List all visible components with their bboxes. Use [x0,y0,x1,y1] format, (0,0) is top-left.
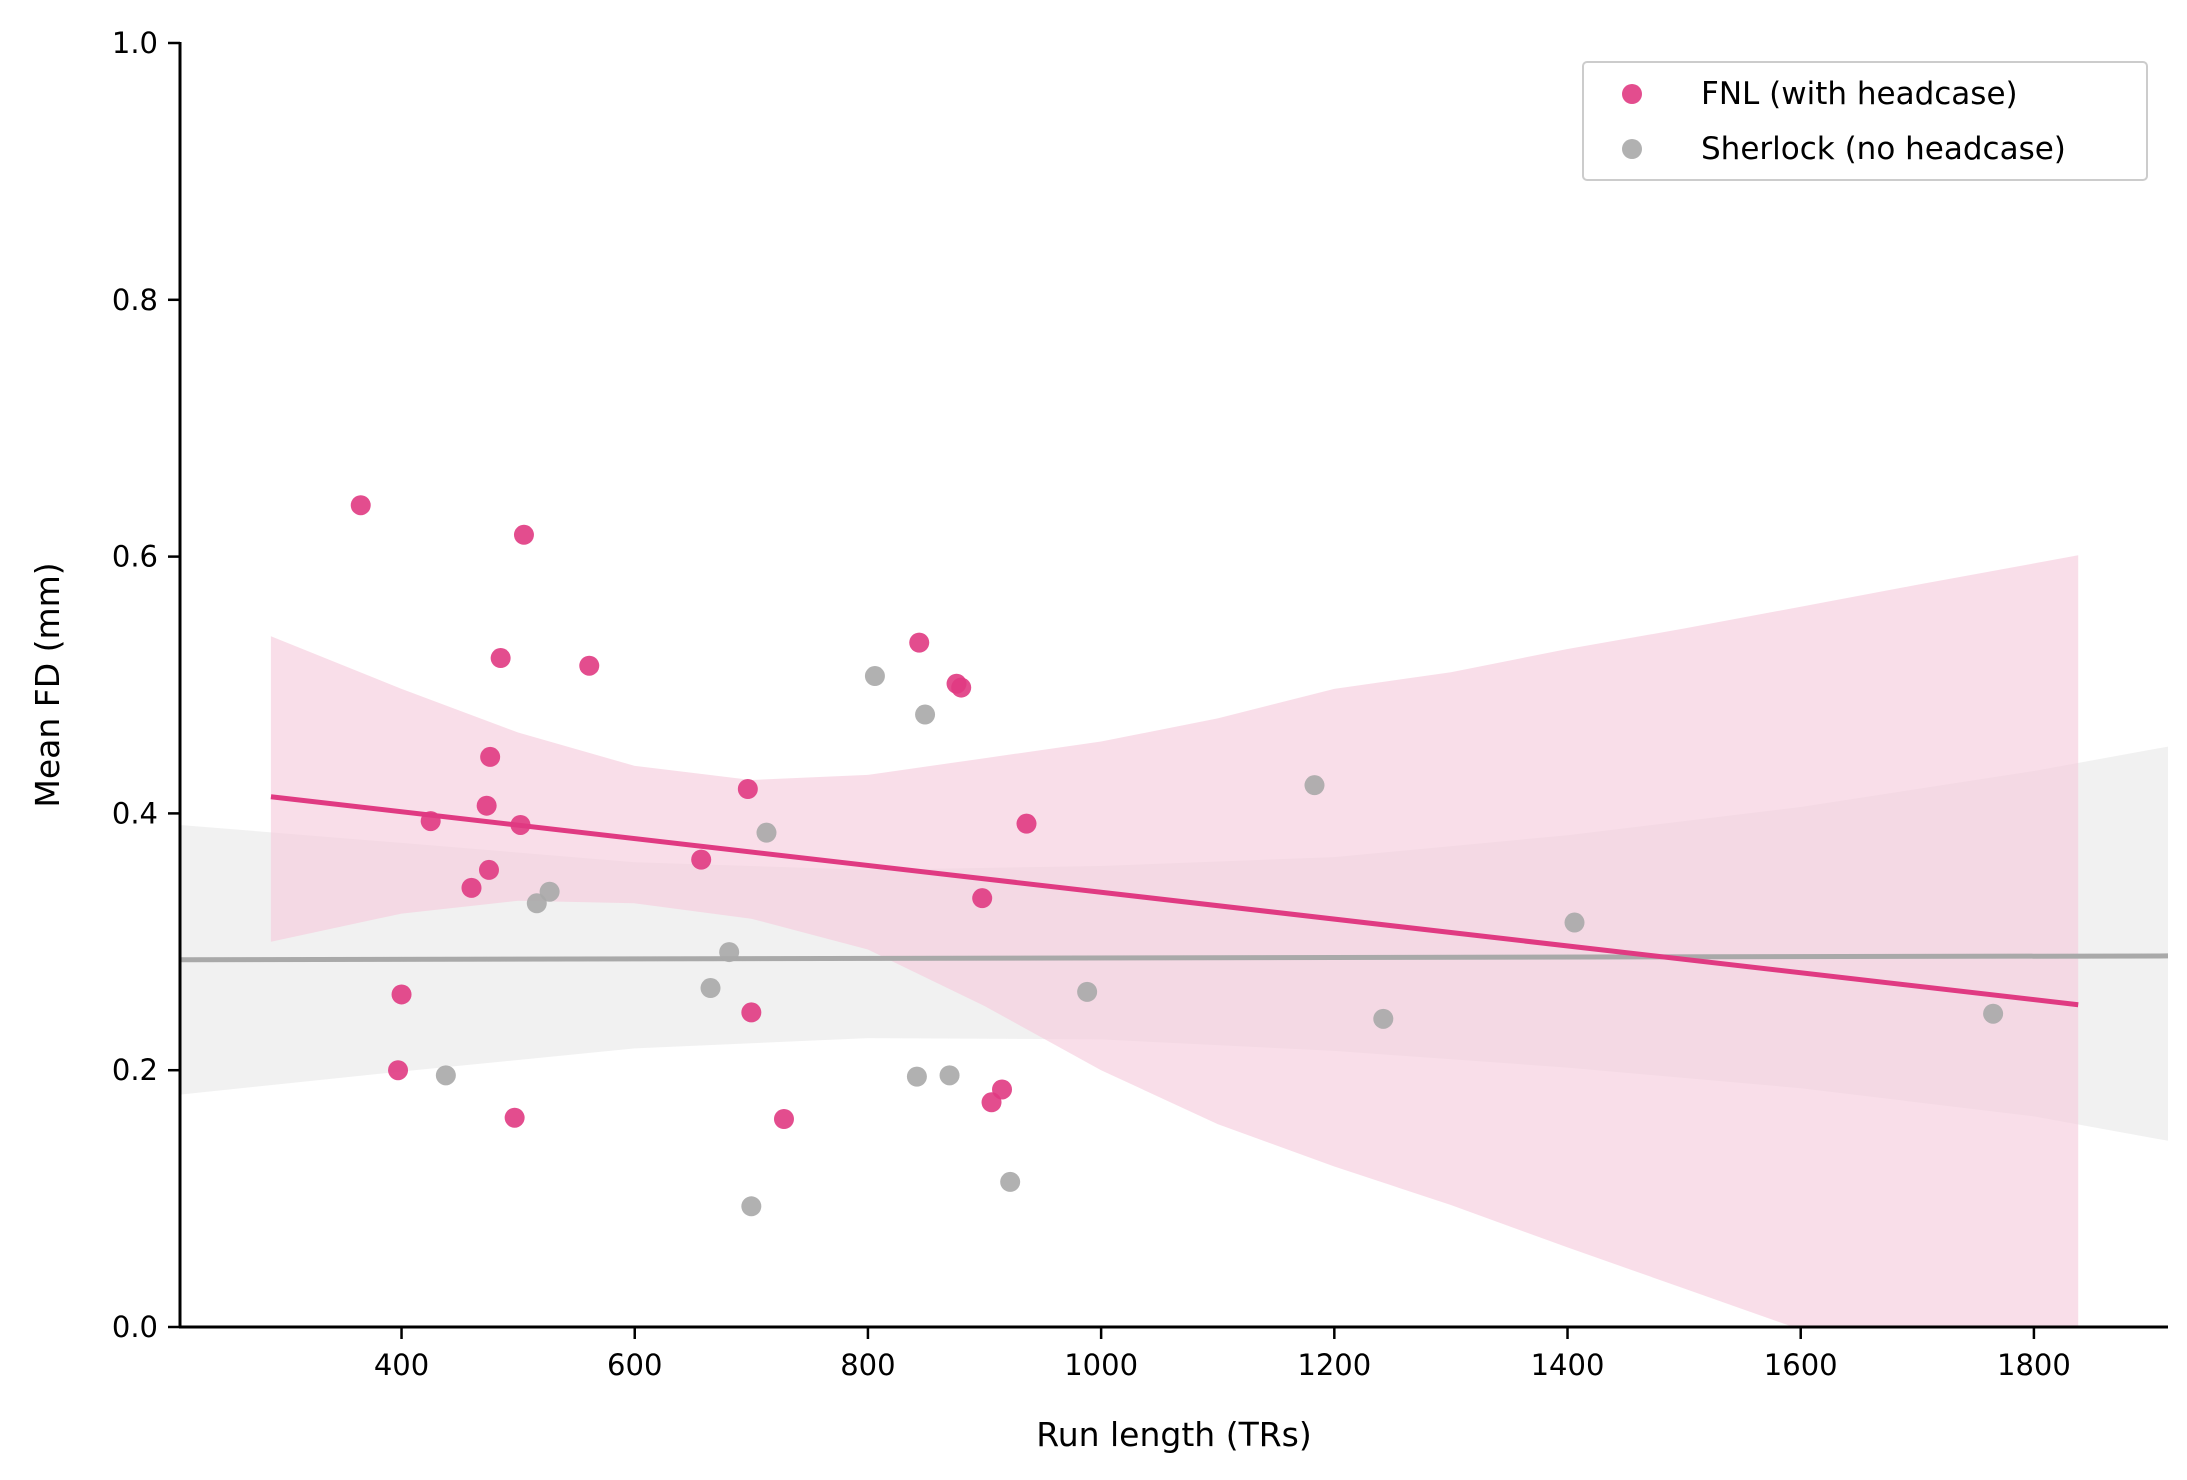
fnl-confidence-band [270,555,2079,1327]
fnl-data-point [391,984,412,1005]
fnl-data-point [480,746,501,767]
fnl-data-point [579,655,600,676]
sherlock-data-point [915,704,936,725]
x-tick-label: 1000 [1064,1348,1138,1382]
x-tick-label: 1400 [1531,1348,1605,1382]
y-tick-label: 0.4 [112,796,158,830]
fnl-data-point [992,1079,1013,1100]
sherlock-data-point [719,942,740,963]
fnl-data-point [1016,813,1037,834]
legend-marker [1622,84,1642,104]
y-tick-label: 0.6 [112,540,158,574]
fnl-data-point [504,1107,525,1128]
legend: FNL (with headcase) Sherlock (no headcase… [1582,61,2148,181]
fnl-data-point [737,779,758,800]
sherlock-data-point [1000,1171,1021,1192]
sherlock-data-point [1373,1008,1394,1029]
sherlock-data-point [435,1065,456,1086]
confidence-bands [180,555,2168,1327]
x-tick-label: 400 [374,1348,429,1382]
fnl-data-point [972,888,993,909]
y-tick-label: 0.0 [112,1310,158,1344]
sherlock-data-point [864,666,885,687]
sherlock-data-point [700,978,721,999]
fnl-data-point [478,859,499,880]
x-tick-label: 1200 [1297,1348,1371,1382]
sherlock-data-point [526,893,547,914]
legend-label: FNL (with headcase) [1701,76,2018,112]
x-axis-ticks: 400 600 800 1000 1200 1400 1600 1800 [374,1327,2071,1382]
sherlock-regression-line [180,953,2168,963]
y-tick-label: 1.0 [112,26,158,60]
sherlock-data-point [1983,1003,2004,1024]
y-axis-label: Mean FD (mm) [28,562,67,807]
sherlock-data-point [741,1196,762,1217]
fnl-data-point [909,632,930,653]
sherlock-data-point [939,1065,960,1086]
sherlock-data-point [1564,912,1585,933]
axes [178,42,2168,1329]
scatter-points [350,495,2004,1217]
x-tick-label: 1600 [1764,1348,1838,1382]
fnl-regression-line [270,794,2079,1008]
fnl-data-point [461,877,482,898]
x-axis-label: Run length (TRs) [1036,1415,1311,1454]
x-tick-label: 800 [840,1348,895,1382]
sherlock-data-point [1304,775,1325,796]
fnl-data-point [388,1060,409,1081]
fnl-data-point [951,677,972,698]
fnl-data-point [691,849,712,870]
fnl-data-point [741,1002,762,1023]
sherlock-data-point [539,881,560,902]
fnl-data-point [350,495,371,516]
fnl-data-point [773,1108,794,1129]
fnl-data-point [420,811,441,832]
fnl-data-point [510,814,531,835]
legend-box [1582,61,2148,181]
fnl-data-point [476,795,497,816]
y-axis-ticks: 0.0 0.2 0.4 0.6 0.8 1.0 [112,26,180,1344]
legend-marker [1622,139,1642,159]
x-tick-label: 600 [607,1348,662,1382]
sherlock-data-point [1077,981,1098,1002]
sherlock-data-point [906,1066,927,1087]
y-tick-label: 0.8 [112,283,158,317]
regression-lines [180,794,2168,1008]
sherlock-data-point [756,822,777,843]
x-tick-label: 1800 [1997,1348,2071,1382]
legend-label: Sherlock (no headcase) [1701,131,2066,167]
fnl-data-point [490,648,511,669]
y-tick-label: 0.2 [112,1053,158,1087]
fnl-data-point [513,524,534,545]
